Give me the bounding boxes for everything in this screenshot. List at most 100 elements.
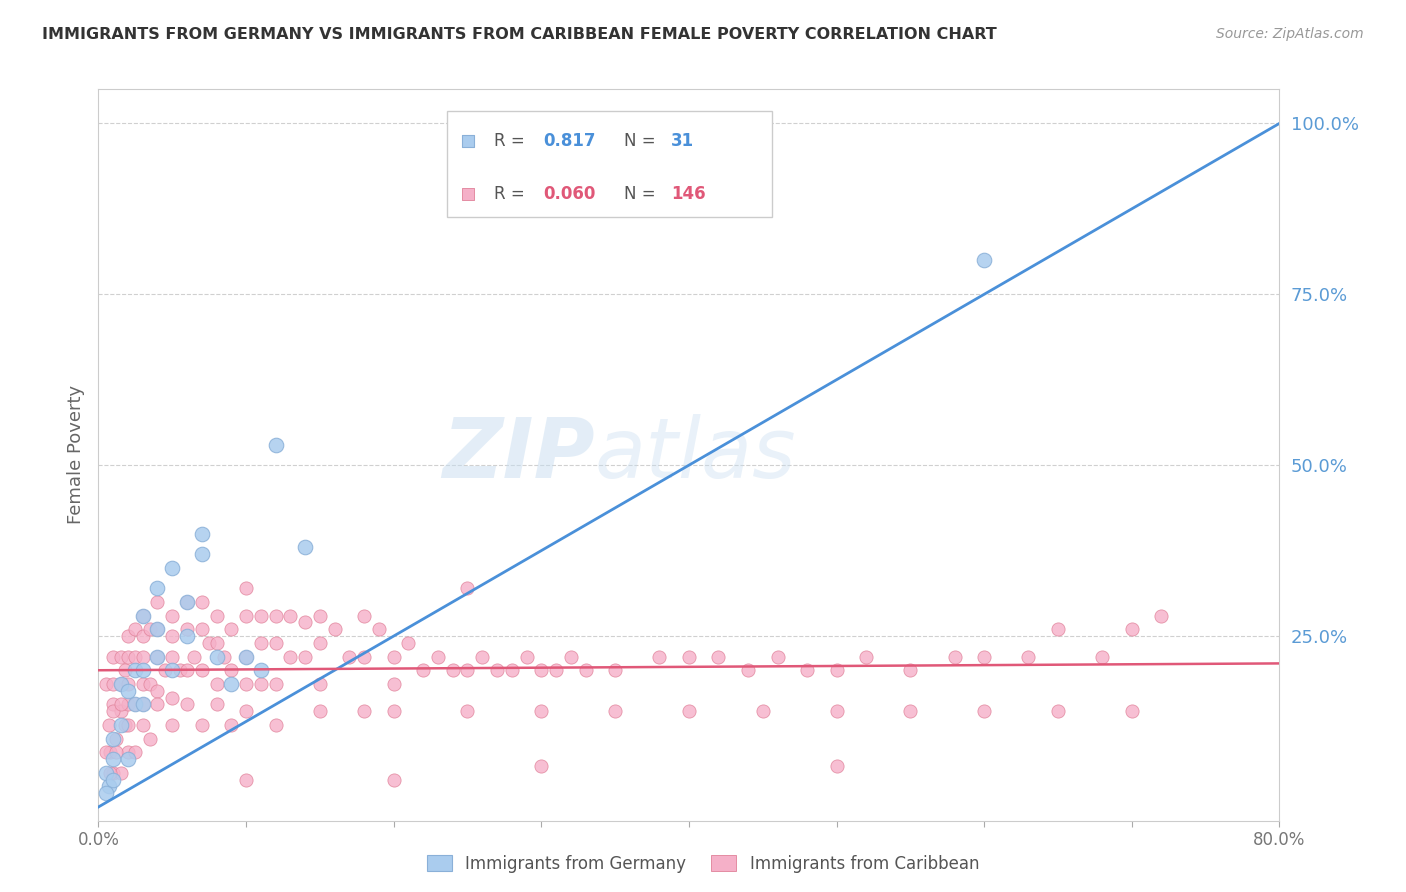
Point bbox=[205, 636, 228, 650]
Point bbox=[294, 649, 316, 664]
Point bbox=[103, 704, 125, 718]
Point bbox=[132, 677, 155, 691]
Point bbox=[486, 663, 509, 677]
Point bbox=[900, 663, 922, 677]
Point bbox=[212, 649, 235, 664]
Point bbox=[110, 704, 132, 718]
Point bbox=[124, 698, 146, 712]
Point bbox=[250, 636, 273, 650]
Point bbox=[124, 622, 146, 636]
Point bbox=[796, 663, 818, 677]
Text: N =: N = bbox=[624, 132, 661, 150]
Point bbox=[309, 608, 332, 623]
Point bbox=[114, 663, 136, 677]
Point bbox=[221, 622, 243, 636]
Point bbox=[132, 698, 155, 712]
Point bbox=[1121, 704, 1143, 718]
Point bbox=[146, 649, 169, 664]
Point bbox=[146, 595, 169, 609]
Point bbox=[191, 526, 214, 541]
Point bbox=[124, 745, 146, 759]
Point bbox=[382, 704, 405, 718]
Point bbox=[471, 649, 494, 664]
Text: Source: ZipAtlas.com: Source: ZipAtlas.com bbox=[1216, 27, 1364, 41]
Text: 146: 146 bbox=[671, 185, 706, 202]
Point bbox=[183, 649, 205, 664]
Point bbox=[678, 649, 700, 664]
Point bbox=[132, 698, 155, 712]
Point bbox=[855, 649, 877, 664]
Point bbox=[132, 629, 155, 643]
Point bbox=[103, 698, 125, 712]
Point bbox=[132, 649, 155, 664]
Point bbox=[162, 629, 183, 643]
Point bbox=[124, 649, 146, 664]
Point bbox=[162, 560, 183, 574]
Point bbox=[146, 622, 169, 636]
Point bbox=[105, 731, 128, 746]
Point bbox=[176, 698, 198, 712]
Point bbox=[117, 698, 139, 712]
Point bbox=[737, 663, 759, 677]
Point bbox=[117, 649, 139, 664]
Point bbox=[678, 704, 700, 718]
Point bbox=[382, 772, 405, 787]
Point bbox=[146, 649, 169, 664]
Point bbox=[198, 636, 221, 650]
Point bbox=[117, 629, 139, 643]
Point bbox=[264, 438, 287, 452]
Point bbox=[457, 663, 479, 677]
Text: ZIP: ZIP bbox=[441, 415, 595, 495]
Point bbox=[560, 649, 582, 664]
Point bbox=[943, 649, 966, 664]
FancyBboxPatch shape bbox=[447, 112, 772, 218]
Point bbox=[162, 649, 183, 664]
Point bbox=[191, 622, 214, 636]
Point bbox=[309, 636, 332, 650]
Point bbox=[117, 718, 139, 732]
Point bbox=[530, 663, 553, 677]
Point bbox=[162, 608, 183, 623]
Point bbox=[191, 595, 214, 609]
Point bbox=[103, 752, 125, 766]
Text: R =: R = bbox=[494, 132, 530, 150]
Point bbox=[117, 683, 139, 698]
Text: 0.060: 0.060 bbox=[544, 185, 596, 202]
Point bbox=[162, 690, 183, 705]
Point bbox=[1046, 704, 1070, 718]
Point bbox=[162, 718, 183, 732]
Point bbox=[162, 663, 183, 677]
Point bbox=[1121, 622, 1143, 636]
Point bbox=[264, 677, 287, 691]
Point bbox=[825, 759, 848, 773]
Point bbox=[146, 622, 169, 636]
Point bbox=[191, 547, 214, 561]
Point bbox=[323, 622, 346, 636]
Point bbox=[117, 677, 139, 691]
Point bbox=[501, 663, 523, 677]
Point bbox=[103, 765, 125, 780]
Text: 31: 31 bbox=[671, 132, 695, 150]
Point bbox=[825, 704, 848, 718]
Text: atlas: atlas bbox=[595, 415, 796, 495]
Point bbox=[1046, 622, 1070, 636]
Point bbox=[176, 663, 198, 677]
Point bbox=[110, 677, 132, 691]
Point bbox=[250, 677, 273, 691]
Point bbox=[191, 718, 214, 732]
Point bbox=[382, 649, 405, 664]
Text: N =: N = bbox=[624, 185, 661, 202]
Point bbox=[294, 615, 316, 630]
Point bbox=[97, 718, 120, 732]
Point bbox=[457, 581, 479, 595]
Point bbox=[205, 608, 228, 623]
Point bbox=[146, 698, 169, 712]
Point bbox=[132, 608, 155, 623]
Point bbox=[103, 649, 125, 664]
Point bbox=[146, 683, 169, 698]
Point bbox=[169, 663, 191, 677]
Point bbox=[575, 663, 598, 677]
Point bbox=[264, 636, 287, 650]
Point bbox=[132, 718, 155, 732]
Point bbox=[103, 772, 125, 787]
